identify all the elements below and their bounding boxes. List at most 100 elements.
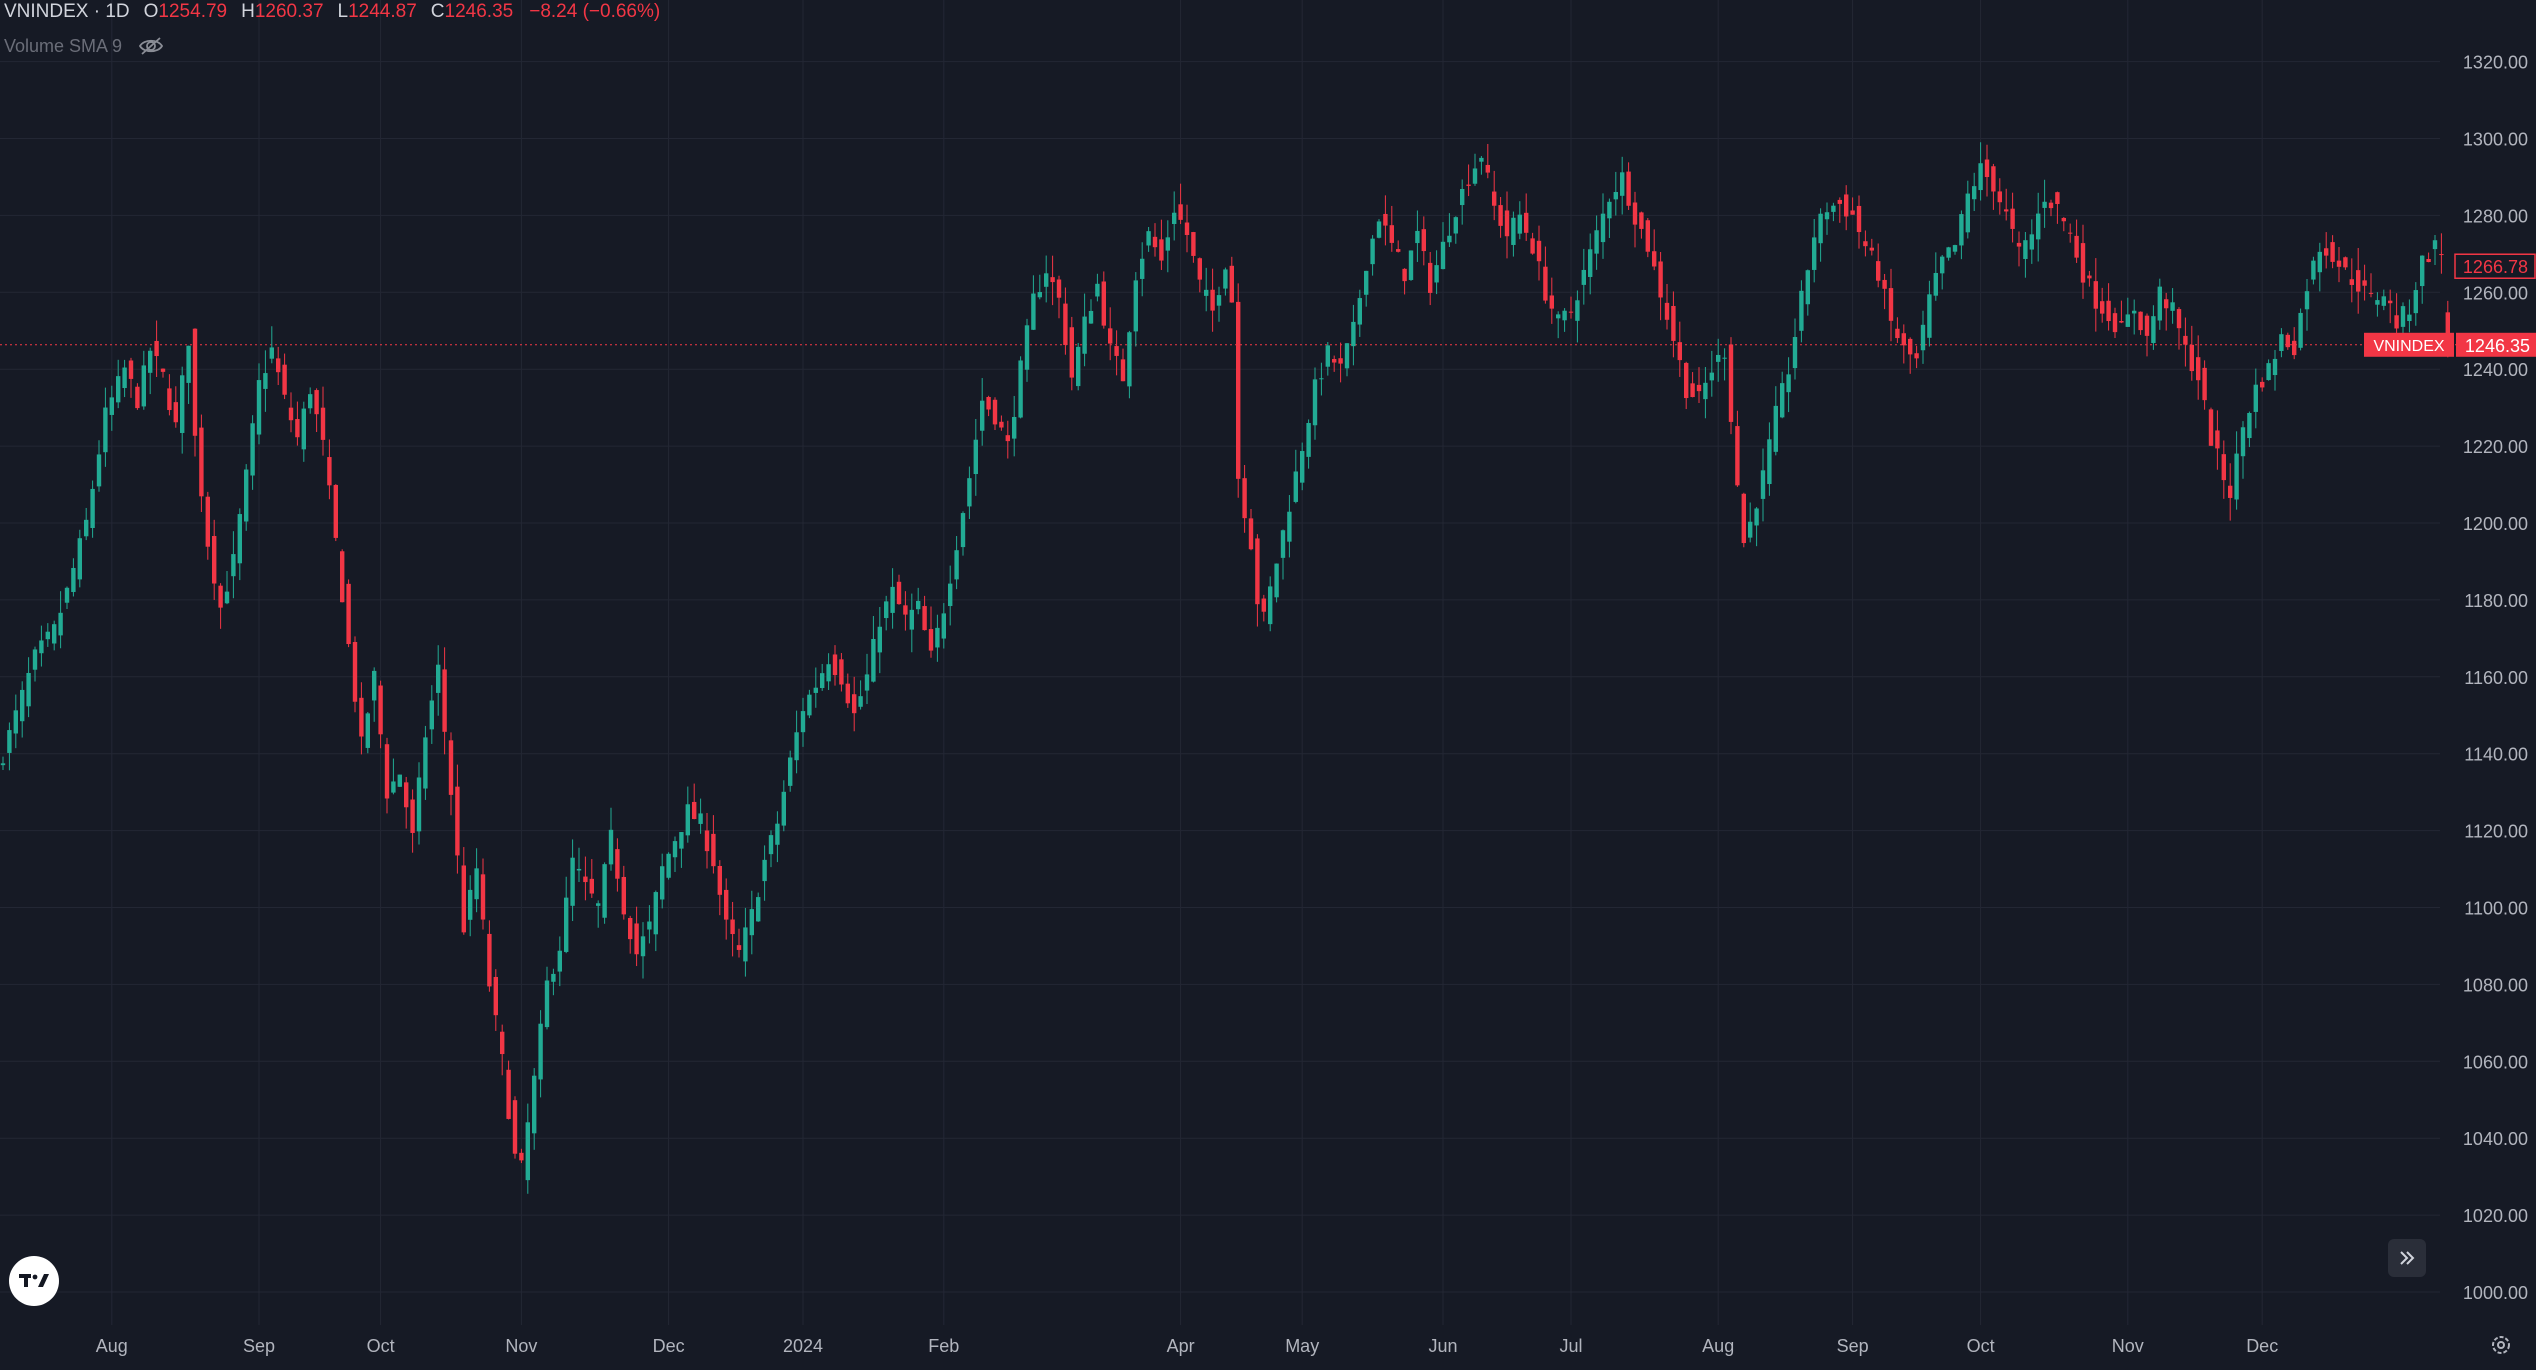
symbol-title[interactable]: VNINDEX · 1D: [4, 1, 130, 22]
candle-body: [1396, 249, 1401, 252]
candle-body: [1248, 518, 1254, 550]
candle-body: [1460, 188, 1465, 206]
candle-body: [308, 394, 313, 409]
candle-body: [90, 488, 95, 528]
time-axis[interactable]: Aug Sep Oct Nov Dec 2024 Feb Apr May Jun Jul Aug Sep…: [96, 1336, 2278, 1356]
candle-body: [1568, 311, 1574, 313]
close-value: C1246.35: [430, 1, 514, 22]
candle-body: [32, 649, 38, 670]
change-value: −8.24 (−0.66%): [529, 1, 661, 22]
candle-body: [2029, 234, 2034, 250]
indicator-label[interactable]: Volume SMA 9: [4, 35, 123, 56]
candle-body: [2080, 243, 2086, 283]
candle-body: [2413, 290, 2418, 314]
candle-body: [276, 358, 281, 373]
y-tick-label: 1060.00: [2463, 1052, 2528, 1072]
candle-body: [1101, 281, 1106, 326]
y-tick-label: 1240.00: [2463, 360, 2528, 380]
y-tick-label: 1180.00: [2464, 591, 2528, 611]
x-tick-label: Jul: [1559, 1336, 1582, 1356]
candle-body: [346, 583, 351, 645]
candle-body: [2100, 301, 2105, 314]
candle-body: [858, 696, 863, 707]
candle-body: [2074, 235, 2079, 258]
candle-body: [71, 567, 76, 593]
last-price-tag: [2456, 332, 2536, 357]
candle-body: [2042, 201, 2047, 208]
tradingview-logo[interactable]: [9, 1256, 59, 1306]
candle-body: [1351, 321, 1356, 347]
candle-body: [359, 697, 364, 737]
candle-body: [2010, 208, 2015, 229]
last-price-label: 1246.35: [2465, 336, 2530, 356]
candle-body: [2048, 202, 2054, 209]
candle-body: [935, 627, 940, 648]
candle-body: [1056, 279, 1062, 298]
candle-body: [180, 375, 185, 433]
candle-body: [1428, 262, 1433, 293]
x-tick-label: Apr: [1167, 1336, 1195, 1356]
candle-body: [1600, 213, 1606, 243]
y-tick-label: 1140.00: [2464, 745, 2528, 765]
candle-body: [212, 536, 217, 584]
candle-body: [1191, 232, 1196, 256]
candle-body: [1082, 316, 1087, 354]
candle-body: [775, 823, 780, 845]
candle-body: [1229, 265, 1234, 303]
candle-body: [1466, 184, 1471, 186]
candle-body: [2068, 232, 2073, 234]
candle-body: [1005, 435, 1010, 442]
chart-grid: [0, 0, 2440, 1325]
marker-price-label: 1266.78: [2463, 257, 2528, 277]
y-tick-label: 1040.00: [2463, 1129, 2528, 1149]
y-tick-label: 1080.00: [2463, 975, 2528, 995]
candle-body: [1165, 237, 1170, 251]
candle-body: [1978, 163, 1983, 191]
candle-body: [800, 711, 806, 733]
candle-body: [1133, 280, 1138, 332]
candle-body: [1844, 194, 1849, 217]
candle-body: [1863, 241, 1868, 247]
candle-body: [768, 835, 774, 855]
candle-body: [2445, 312, 2450, 345]
candle-body: [1415, 230, 1420, 244]
candle-body: [1684, 362, 1689, 399]
x-tick-label: Aug: [1702, 1336, 1734, 1356]
candle-body: [602, 864, 607, 918]
candle-body: [1261, 598, 1266, 612]
candle-body: [1172, 212, 1177, 224]
candle-body: [423, 737, 428, 789]
candle-body: [660, 866, 665, 900]
candle-body: [167, 388, 172, 411]
candle-body: [698, 813, 703, 824]
y-tick-label: 1260.00: [2463, 283, 2528, 303]
candle-body: [2317, 251, 2322, 273]
scroll-to-realtime-button[interactable]: [2388, 1239, 2426, 1277]
high-value: H1260.37: [241, 1, 324, 22]
gear-icon[interactable]: [2486, 1330, 2516, 1360]
candle-body: [692, 801, 697, 820]
candle-body: [717, 865, 722, 895]
candle-body: [500, 1031, 505, 1055]
candle-body: [58, 612, 63, 636]
candle-body: [2400, 306, 2406, 327]
candle-body: [1472, 168, 1478, 184]
candle-body: [1562, 310, 1567, 321]
candle-body: [2112, 313, 2118, 333]
candle-body: [941, 613, 946, 639]
candle-body: [301, 408, 306, 450]
x-tick-label: Sep: [243, 1336, 275, 1356]
eye-off-icon[interactable]: [138, 35, 164, 57]
candle-body: [2004, 209, 2009, 212]
chevron-double-right-icon: [2400, 1251, 2415, 1265]
candle-body: [2016, 242, 2022, 247]
candle-body: [1300, 451, 1305, 483]
candle-body: [583, 876, 588, 883]
candle-body: [1332, 358, 1337, 363]
candle-body: [2279, 334, 2284, 351]
candle-body: [116, 376, 121, 403]
candle-body: [711, 833, 716, 867]
price-axis[interactable]: 1320.00 1300.00 1280.00 1260.00 1240.00 1220.…: [2463, 53, 2528, 1303]
candle-body: [864, 674, 870, 691]
